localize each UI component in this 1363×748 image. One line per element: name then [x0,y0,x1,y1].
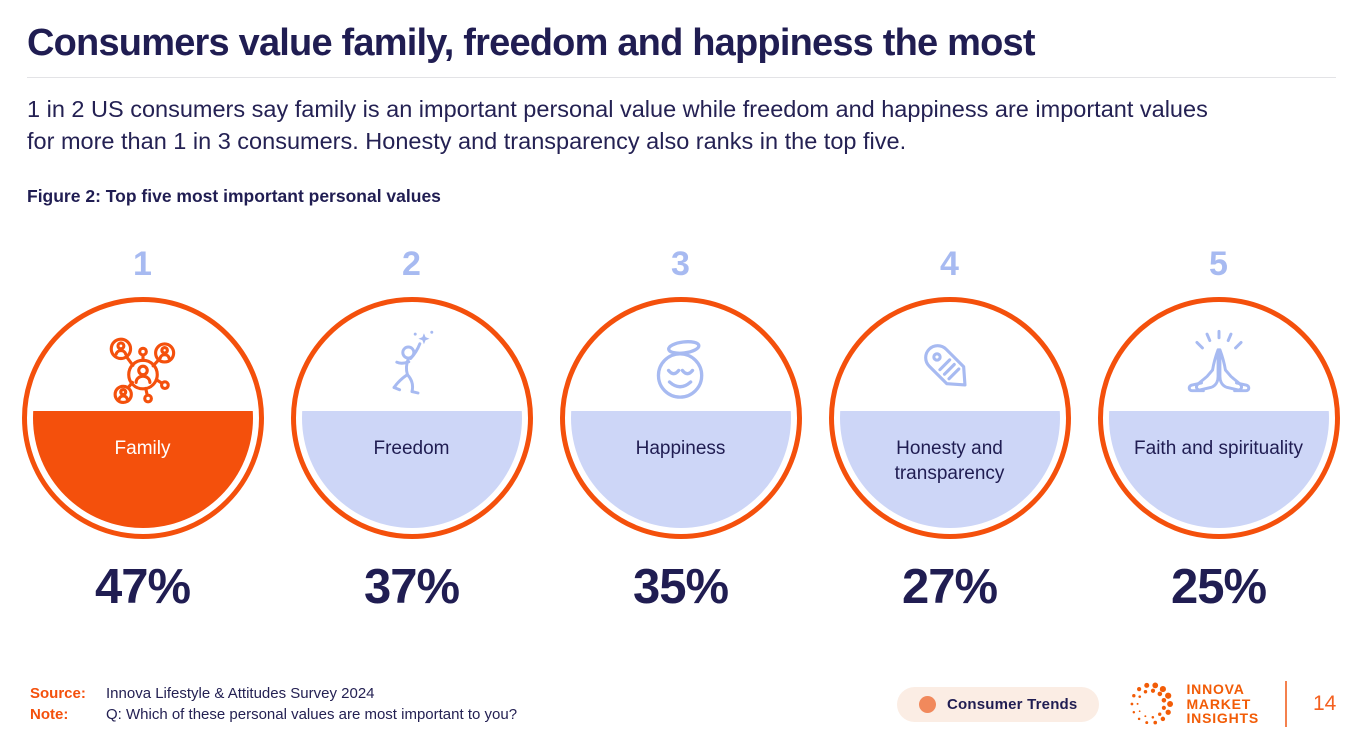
value-percent: 37% [363,560,460,614]
slide-header: Consumers value family, freedom and happ… [0,0,1363,207]
value-label: Faith and spirituality [1134,437,1303,459]
figure-caption: Figure 2: Top five most important person… [27,186,441,206]
value-item-faith: 5 [1084,207,1353,615]
value-item-family: 1 [8,207,277,615]
page-number-divider [1285,681,1287,727]
leaping-person-star-icon [296,324,528,416]
page-number: 14 [1313,692,1337,715]
family-network-icon [27,324,259,416]
note-label: Note: [30,706,69,723]
value-label: Happiness [635,437,726,459]
title-divider [27,77,1336,78]
praying-hands-icon [1103,324,1335,416]
liquid-fill-clip [1108,308,1329,528]
note-text: Q: Which of these personal values are mo… [106,706,518,723]
innova-logo-dots-icon [1131,682,1174,725]
innova-logo-text: INNOVA MARKET INSIGHTS [1186,681,1259,727]
value-label: Honesty and transparency [894,437,1005,484]
innova-logo: INNOVA MARKET INSIGHTS [1125,678,1259,730]
value-label: Family [114,437,171,459]
smiley-halo-icon [565,324,797,416]
slide-footer: Source: Innova Lifestyle & Attitudes Sur… [30,678,1339,730]
footer-right: Consumer Trends INNOVA MARKET INSIGHTS 1… [896,678,1339,730]
source-label: Source: [30,685,86,702]
value-label: Freedom [373,437,450,459]
value-percent: 27% [901,560,998,614]
liquid-fill-clip [32,308,253,528]
badge-label: Consumer Trends [946,695,1078,713]
slide-subtitle: 1 in 2 US consumers say family is an imp… [27,96,1208,154]
family-circle: Family [21,297,264,539]
liquid-fill [301,411,522,528]
liquid-fill-clip [301,308,522,528]
rank-number: 3 [671,245,690,283]
liquid-fill [839,411,1060,528]
liquid-fill [1108,411,1329,528]
honesty-circle: Honesty and transparency [828,297,1071,539]
badge-dot-icon [918,695,936,713]
value-percent: 35% [632,560,729,614]
happiness-circle: Happiness [559,297,802,539]
rank-number: 5 [1209,245,1228,283]
footnotes: Source: Innova Lifestyle & Attitudes Sur… [30,685,517,723]
rank-number: 2 [402,245,421,283]
value-percent: 47% [94,560,191,614]
ranking-chart: 1 [8,207,1355,615]
rank-number: 1 [133,245,152,283]
consumer-trends-badge: Consumer Trends [896,686,1100,722]
value-item-honesty: 4 Honesty and t [815,207,1084,615]
rank-number: 4 [940,245,959,283]
faith-circle: Faith and spirituality [1097,297,1340,539]
price-tag-icon [834,324,1066,416]
value-percent: 25% [1170,560,1267,614]
liquid-fill-clip [839,308,1060,528]
liquid-fill [32,411,253,528]
freedom-circle: Freedom [290,297,533,539]
liquid-fill [570,411,791,528]
page-title: Consumers value family, freedom and happ… [27,22,1036,64]
liquid-fill-clip [570,308,791,528]
value-item-happiness: 3 Happiness 35% [546,207,815,615]
value-item-freedom: 2 [277,207,546,615]
source-text: Innova Lifestyle & Attitudes Survey 2024 [106,685,375,702]
